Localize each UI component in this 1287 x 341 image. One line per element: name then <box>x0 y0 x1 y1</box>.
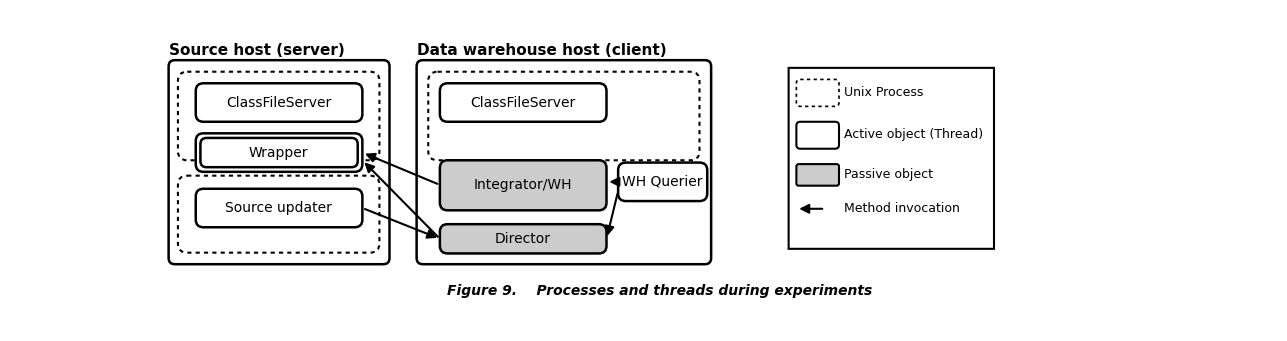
Text: Source updater: Source updater <box>225 201 332 215</box>
FancyBboxPatch shape <box>196 189 363 227</box>
Text: ClassFileServer: ClassFileServer <box>470 95 575 109</box>
FancyBboxPatch shape <box>178 72 380 160</box>
FancyBboxPatch shape <box>797 164 839 186</box>
FancyBboxPatch shape <box>440 224 606 253</box>
FancyBboxPatch shape <box>196 133 363 172</box>
FancyBboxPatch shape <box>196 83 363 122</box>
Text: Figure 9.    Processes and threads during experiments: Figure 9. Processes and threads during e… <box>447 284 871 298</box>
FancyBboxPatch shape <box>178 176 380 253</box>
FancyBboxPatch shape <box>169 60 390 264</box>
FancyBboxPatch shape <box>417 60 712 264</box>
Text: Wrapper: Wrapper <box>248 146 309 160</box>
Text: Method invocation: Method invocation <box>844 202 960 215</box>
FancyBboxPatch shape <box>618 163 708 201</box>
Text: Source host (server): Source host (server) <box>169 43 345 58</box>
Text: ClassFileServer: ClassFileServer <box>227 95 331 109</box>
FancyBboxPatch shape <box>440 83 606 122</box>
Text: Unix Process: Unix Process <box>844 86 924 99</box>
Text: Data warehouse host (client): Data warehouse host (client) <box>417 43 667 58</box>
FancyBboxPatch shape <box>429 72 700 160</box>
FancyBboxPatch shape <box>797 79 839 106</box>
FancyBboxPatch shape <box>201 138 358 167</box>
FancyBboxPatch shape <box>440 160 606 210</box>
Text: Active object (Thread): Active object (Thread) <box>844 128 983 142</box>
Text: Director: Director <box>494 232 551 246</box>
Text: WH Querier: WH Querier <box>622 175 703 189</box>
FancyBboxPatch shape <box>789 68 994 249</box>
FancyBboxPatch shape <box>797 122 839 149</box>
Text: Integrator/WH: Integrator/WH <box>474 178 571 192</box>
Text: Passive object: Passive object <box>844 168 933 181</box>
